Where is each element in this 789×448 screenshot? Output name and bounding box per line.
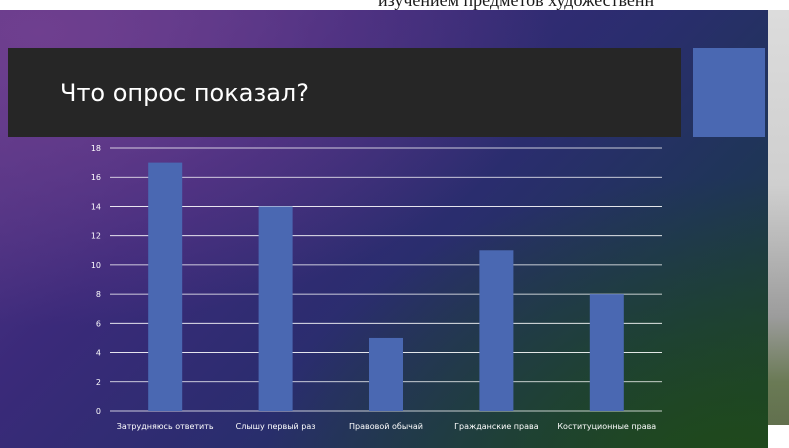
bar <box>479 250 514 411</box>
accent-square <box>693 48 765 137</box>
category-label: Слышу первый раз <box>236 422 316 431</box>
y-tick-label: 6 <box>96 319 101 328</box>
photo-strip-bottom <box>768 425 789 448</box>
overflow-heading-fragment: изучением предметов художественн <box>378 0 655 10</box>
bar <box>589 294 624 411</box>
y-tick-label: 0 <box>96 407 101 416</box>
photo-strip <box>768 10 789 448</box>
category-label: Правовой обычай <box>349 422 423 431</box>
y-tick-label: 2 <box>96 378 101 387</box>
y-tick-label: 8 <box>96 290 101 299</box>
y-tick-label: 18 <box>91 144 101 153</box>
y-tick-label: 14 <box>91 202 101 211</box>
chart-bars <box>148 162 624 411</box>
category-label: Гражданские права <box>454 422 539 431</box>
chart-category-labels: Затрудняюсь ответить Слышу первый раз Прав… <box>117 422 657 431</box>
bar <box>148 162 183 411</box>
y-tick-label: 16 <box>91 173 101 182</box>
slide-title: Что опрос показал? <box>60 79 309 107</box>
bar-chart: 0 2 4 6 8 10 12 14 16 18 Затрудняюсь ответить Слыш… <box>91 144 662 431</box>
chart-y-ticks: 0 2 4 6 8 10 12 14 16 18 <box>91 144 101 416</box>
bar <box>258 206 293 411</box>
y-tick-label: 10 <box>91 261 101 270</box>
y-tick-label: 12 <box>91 232 101 241</box>
category-label: Коституционные права <box>557 422 656 431</box>
bar <box>369 337 403 411</box>
title-band: Что опрос показал? <box>8 48 681 137</box>
category-label: Затрудняюсь ответить <box>117 422 214 431</box>
y-tick-label: 4 <box>96 349 101 358</box>
